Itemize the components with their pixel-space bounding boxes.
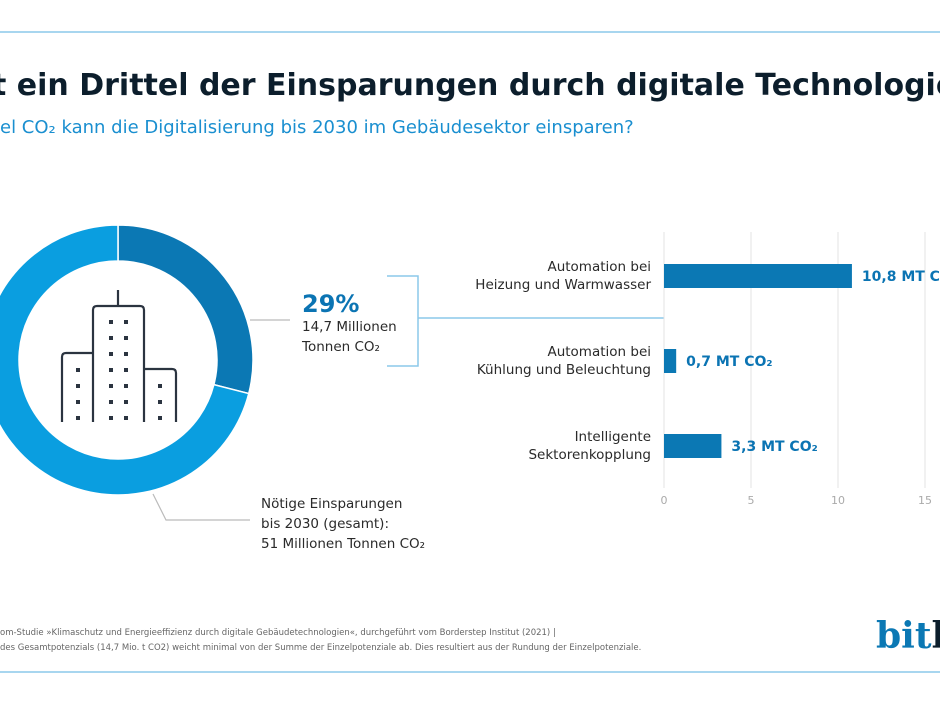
bar-value-label: 10,8 MT CO₂	[862, 269, 940, 285]
office-buildings-icon	[60, 290, 178, 422]
window-dot	[76, 400, 80, 404]
bar-value-label: 3,3 MT CO₂	[731, 439, 817, 455]
window-dot	[124, 320, 128, 324]
x-tick-label: 0	[661, 494, 668, 507]
bar	[664, 264, 852, 288]
x-tick-label: 10	[831, 494, 845, 507]
window-dot	[76, 416, 80, 420]
window-dot	[109, 416, 113, 420]
bracket	[387, 275, 419, 367]
bar-value-label: 0,7 MT CO₂	[686, 354, 772, 370]
window-dot	[109, 336, 113, 340]
window-dot	[124, 336, 128, 340]
footer-note: des Gesamtpotenzials (14,7 Mio. t CO2) w…	[0, 643, 641, 653]
building-windows	[76, 320, 162, 420]
category-label: Kühlung und Beleuchtung	[477, 362, 651, 378]
window-dot	[124, 352, 128, 356]
window-dot	[109, 384, 113, 388]
window-dot	[124, 368, 128, 372]
share-line-2: Tonnen CO₂	[301, 339, 380, 355]
donut-chart	[0, 224, 254, 496]
window-dot	[109, 368, 113, 372]
page-subtitle: el CO₂ kann die Digitalisierung bis 2030…	[0, 117, 634, 138]
bar	[664, 349, 677, 373]
category-label: Automation bei	[547, 259, 651, 275]
bar	[664, 434, 722, 458]
bitkom-logo: bitk	[876, 615, 940, 657]
window-dot	[109, 320, 113, 324]
leader-line-total	[152, 493, 250, 521]
category-label: Automation bei	[547, 344, 651, 360]
footer-source: om-Studie »Klimaschutz und Energieeffizi…	[0, 628, 556, 638]
window-dot	[124, 416, 128, 420]
donut-slice-1	[0, 224, 250, 496]
window-dot	[124, 384, 128, 388]
x-tick-label: 5	[748, 494, 755, 507]
window-dot	[109, 400, 113, 404]
window-dot	[158, 384, 162, 388]
window-dot	[76, 368, 80, 372]
donut-slice-0	[117, 224, 254, 395]
total-line-3: 51 Millionen Tonnen CO₂	[261, 536, 425, 552]
category-label: Heizung und Warmwasser	[475, 277, 651, 293]
window-dot	[158, 416, 162, 420]
category-label: Intelligente	[575, 429, 651, 445]
total-line-1: Nötige Einsparungen	[261, 496, 402, 512]
share-line-1: 14,7 Millionen	[302, 319, 397, 335]
window-dot	[158, 400, 162, 404]
total-line-2: bis 2030 (gesamt):	[261, 516, 389, 532]
share-percent: 29%	[302, 290, 359, 318]
page-title: t ein Drittel der Einsparungen durch dig…	[0, 68, 940, 103]
category-label: Sektorenkopplung	[528, 447, 651, 463]
bar-chart: 0 5 10 15 10,8 MT CO₂ Automation bei Heizung u…	[475, 232, 940, 507]
window-dot	[76, 384, 80, 388]
window-dot	[109, 352, 113, 356]
window-dot	[124, 400, 128, 404]
x-tick-label: 15	[918, 494, 932, 507]
